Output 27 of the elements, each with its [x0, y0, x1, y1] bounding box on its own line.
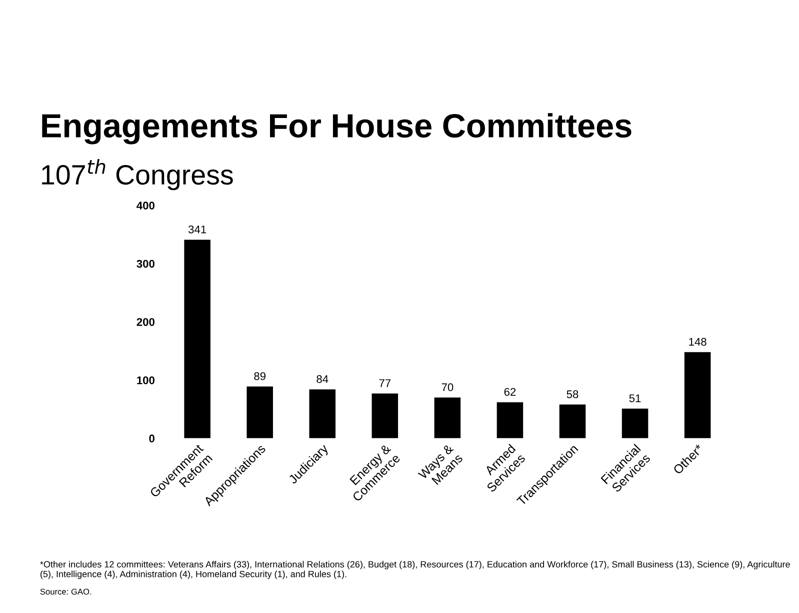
y-tick-label: 400 — [136, 202, 154, 210]
bar — [622, 408, 648, 438]
y-tick-label: 200 — [136, 318, 154, 326]
chart-title: Engagements For House Committees — [42, 113, 632, 144]
bar — [496, 402, 524, 438]
bar — [684, 352, 711, 438]
bar — [184, 240, 210, 438]
data-label: 70 — [442, 383, 454, 392]
bar — [372, 393, 398, 438]
bar — [309, 389, 336, 438]
chart-subtitle: 107$^{th}$ Congress — [42, 159, 233, 190]
data-label: 89 — [254, 372, 266, 380]
data-label: 51 — [629, 394, 641, 402]
data-label: 77 — [379, 379, 391, 387]
bar — [559, 404, 586, 438]
data-label: 148 — [689, 338, 706, 346]
source-note: Source: GAO. — [40, 588, 92, 595]
data-label: 58 — [566, 390, 578, 398]
y-tick-label: 100 — [137, 376, 154, 384]
text: *Other includes 12 committees: Veterans Affairs (33), International Relations (26), Budget (18), Resources (17), Education and Workforce (17), Small Business (13), Science (9), Agriculture (5), Intelligence (4), Administration (4), Homeland Security (1), and Rules (1). — [40, 560, 790, 580]
y-tick-label: 0 — [149, 434, 154, 442]
data-label: 84 — [316, 375, 328, 384]
bar — [246, 386, 273, 438]
bar — [434, 398, 461, 438]
data-label: 341 — [188, 225, 206, 234]
data-label: 62 — [504, 388, 516, 396]
y-tick-label: 300 — [136, 260, 154, 268]
